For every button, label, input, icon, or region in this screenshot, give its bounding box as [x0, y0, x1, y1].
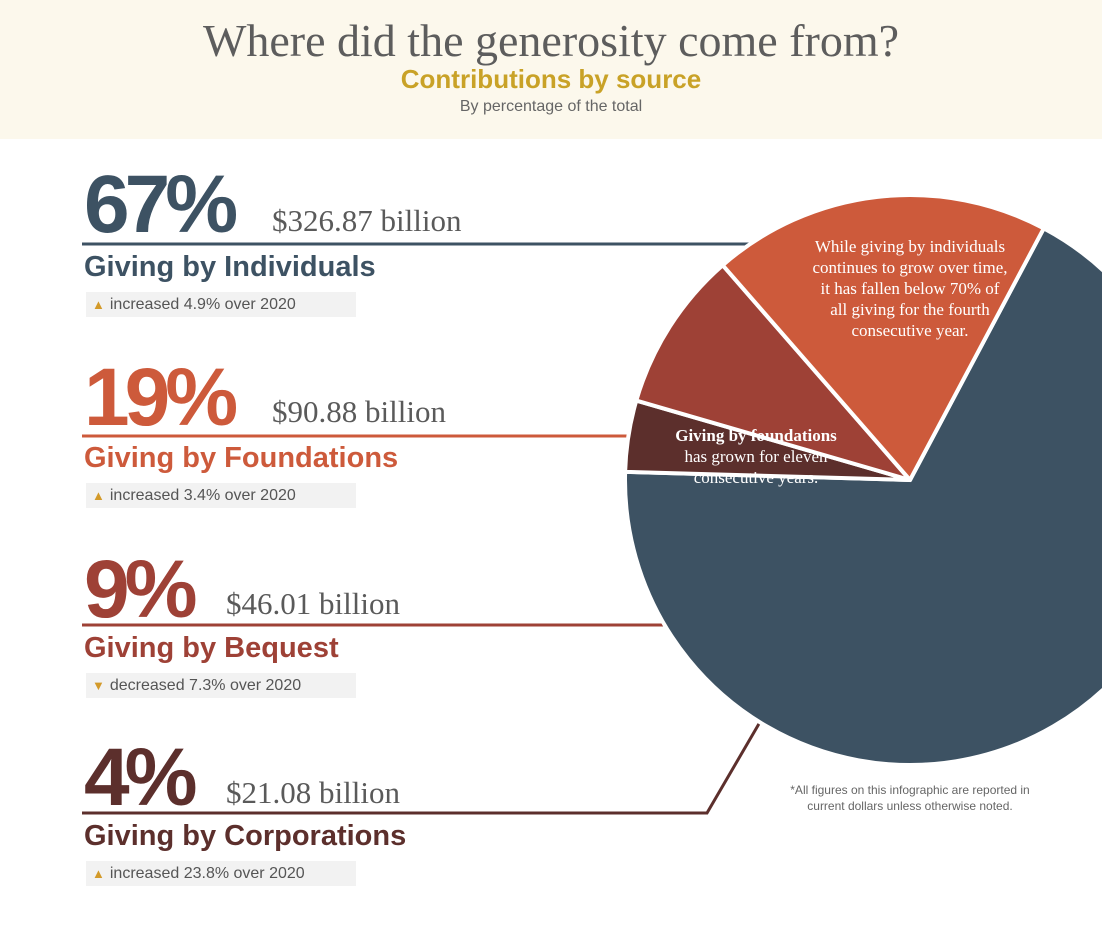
- annotation-foundations-rest: has grown for eleven consecutive years.: [684, 447, 828, 487]
- amount-corporations: $21.08 billion: [226, 775, 400, 810]
- arrow-up-icon: ▲: [92, 297, 105, 312]
- change-foundations-text: increased 3.4% over 2020: [109, 487, 296, 504]
- amount-individuals: $326.87 billion: [272, 203, 462, 238]
- leader-lines: [82, 242, 762, 815]
- pct-foundations: 19%: [84, 352, 238, 443]
- annotation-foundations-bold: Giving by foundations: [675, 426, 837, 445]
- annotation-individuals: While giving by individuals continues to…: [812, 237, 1008, 340]
- category-corporations: Giving by Corporations: [84, 820, 407, 852]
- leader-line-corporations: [82, 721, 762, 815]
- category-bequest: Giving by Bequest: [84, 632, 339, 664]
- pct-individuals: 67%: [84, 159, 238, 250]
- amount-foundations: $90.88 billion: [272, 394, 446, 429]
- amount-bequest: $46.01 billion: [226, 586, 400, 621]
- footnote: *All figures on this infographic are rep…: [790, 783, 1030, 813]
- pct-bequest: 9%: [84, 544, 197, 635]
- slice-bequest: [634, 263, 912, 482]
- category-foundations: Giving by Foundations: [84, 442, 399, 474]
- chart-subtitle: Contributions by source: [400, 64, 702, 94]
- pie-slices: [623, 193, 1102, 767]
- slice-foundations: [720, 193, 1046, 482]
- change-bequest: ▼ decreased 7.3% over 2020: [86, 673, 356, 698]
- change-individuals: ▲ increased 4.9% over 2020: [86, 292, 356, 317]
- change-bequest-text: decreased 7.3% over 2020: [109, 677, 302, 694]
- pct-corporations: 4%: [84, 732, 197, 823]
- change-individuals-text: increased 4.9% over 2020: [109, 296, 296, 313]
- arrow-up-icon: ▲: [92, 866, 105, 881]
- change-foundations: ▲ increased 3.4% over 2020: [86, 483, 356, 508]
- header-banner: Where did the generosity come from? Cont…: [0, 0, 1102, 139]
- slice-individuals: [623, 226, 1102, 767]
- chart-subsubtitle: By percentage of the total: [459, 98, 643, 115]
- change-corporations-text: increased 23.8% over 2020: [109, 865, 305, 882]
- category-individuals: Giving by Individuals: [84, 251, 376, 283]
- page-title: Where did the generosity come from?: [202, 15, 900, 66]
- annotation-foundations: Giving by foundations has grown for elev…: [656, 425, 856, 488]
- arrow-up-icon: ▲: [92, 488, 105, 503]
- arrow-down-icon: ▼: [92, 678, 105, 693]
- change-corporations: ▲ increased 23.8% over 2020: [86, 861, 356, 886]
